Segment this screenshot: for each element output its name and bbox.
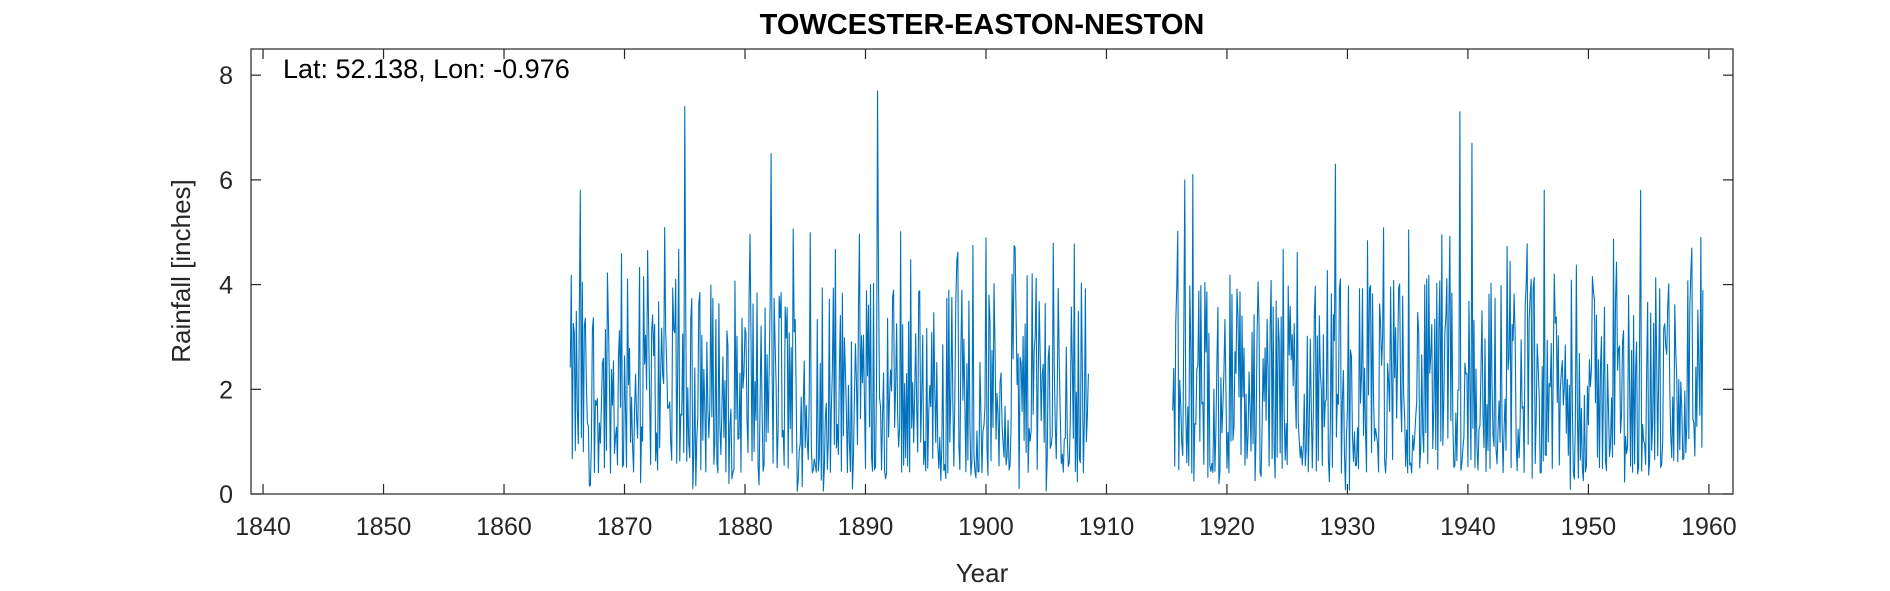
- y-tick-label: 0: [219, 481, 233, 509]
- x-tick-label: 1940: [1440, 513, 1496, 541]
- rainfall-series-line-2: [1172, 111, 1704, 491]
- x-tick-label: 1920: [1199, 513, 1255, 541]
- annotation-latlon: Lat: 52.138, Lon: -0.976: [283, 54, 570, 84]
- y-axis-label: Rainfall [inches]: [166, 179, 196, 363]
- x-tick-label: 1860: [476, 513, 532, 541]
- x-tick-label: 1870: [597, 513, 653, 541]
- x-axis-label: Year: [956, 558, 1009, 588]
- x-tick-label: 1840: [235, 513, 291, 541]
- y-tick-label: 2: [219, 376, 233, 404]
- y-tick-label: 4: [219, 272, 233, 300]
- x-tick-label: 1850: [356, 513, 412, 541]
- y-tick-label: 8: [219, 62, 233, 90]
- x-tick-label: 1960: [1681, 513, 1737, 541]
- x-tick-label: 1910: [1079, 513, 1135, 541]
- x-tick-label: 1890: [838, 513, 894, 541]
- y-tick-label: 6: [219, 167, 233, 195]
- x-axis: 1840 1850 1860 1870 1880 1890 1900 1910 1920 1930…: [235, 49, 1737, 541]
- series-layer: [569, 90, 1704, 492]
- x-tick-label: 1950: [1561, 513, 1617, 541]
- chart-title: TOWCESTER-EASTON-NESTON: [760, 9, 1205, 41]
- y-axis: 0 2 4 6 8: [219, 62, 1733, 509]
- x-tick-label: 1900: [958, 513, 1014, 541]
- x-tick-label: 1880: [717, 513, 773, 541]
- x-tick-label: 1930: [1320, 513, 1376, 541]
- rainfall-series-line-1: [569, 90, 1089, 492]
